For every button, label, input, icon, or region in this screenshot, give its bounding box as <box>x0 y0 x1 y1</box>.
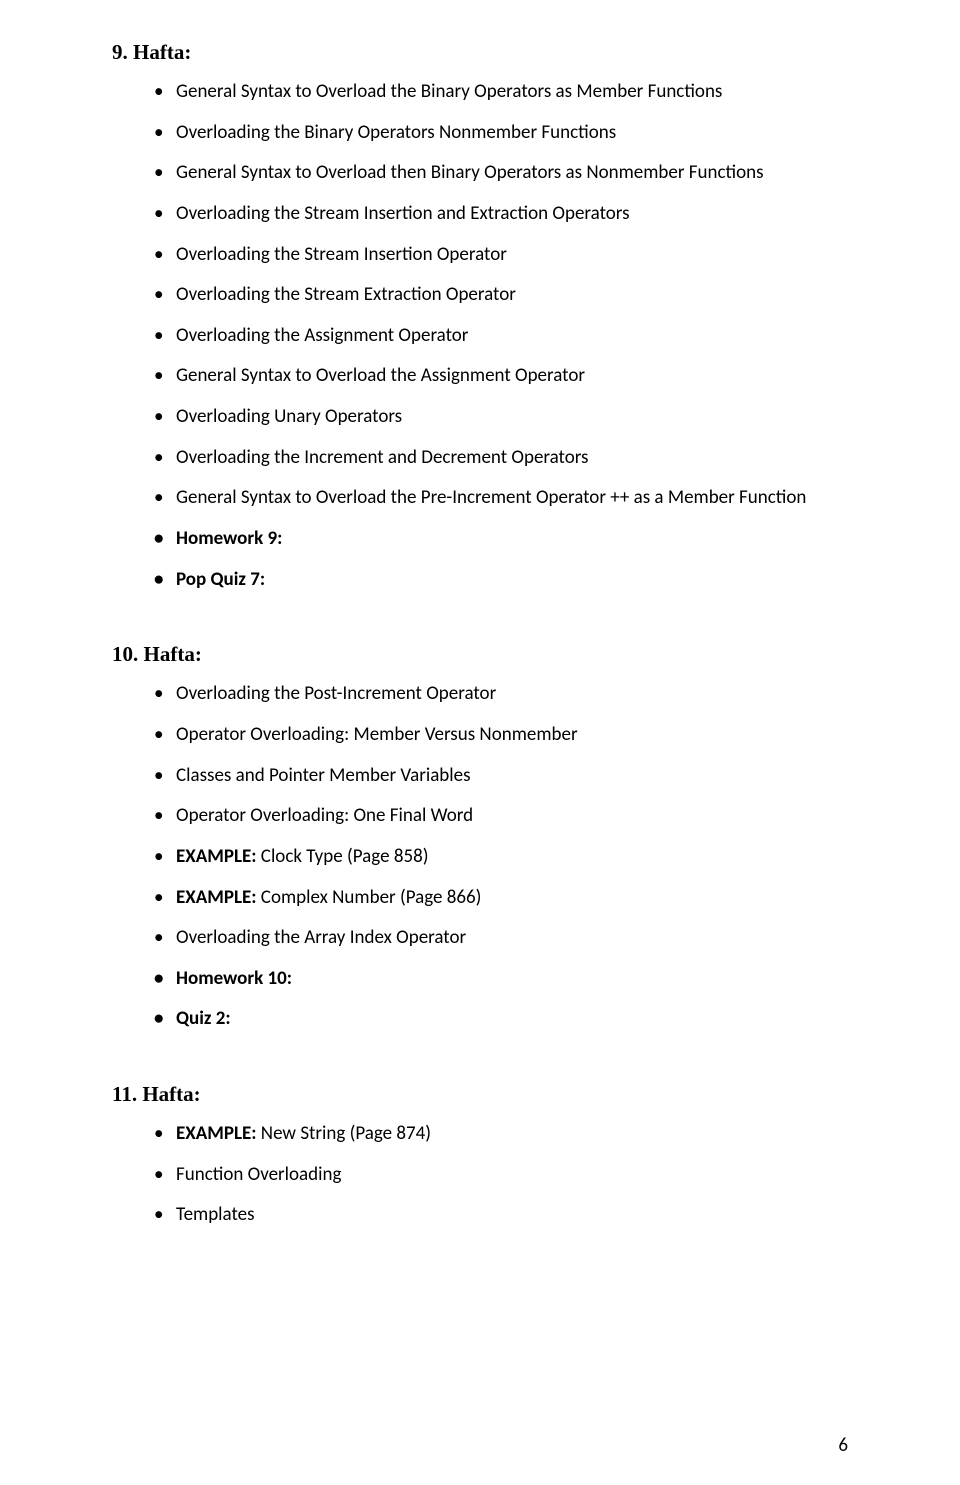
list-item: General Syntax to Overload the Binary Op… <box>154 79 848 105</box>
list-item-homework: Homework 10: <box>154 966 848 992</box>
list-item: Overloading the Stream Extraction Operat… <box>154 282 848 308</box>
list-item: Overloading the Increment and Decrement … <box>154 445 848 471</box>
list-item: Overloading Unary Operators <box>154 404 848 430</box>
list-item: General Syntax to Overload the Assignmen… <box>154 363 848 389</box>
list-item: Overloading the Stream Insertion Operato… <box>154 242 848 268</box>
section-heading-10: 10. Hafta: <box>112 642 848 667</box>
example-rest: New String (Page 874) <box>257 1122 432 1145</box>
example-rest: Clock Type (Page 858) <box>257 845 429 868</box>
list-item-homework: Homework 9: <box>154 526 848 552</box>
list-item: Overloading the Binary Operators Nonmemb… <box>154 120 848 146</box>
list-item: EXAMPLE: Clock Type (Page 858) <box>154 844 848 870</box>
section-11-list: EXAMPLE: New String (Page 874) Function … <box>112 1121 848 1228</box>
list-item: Overloading the Stream Insertion and Ext… <box>154 201 848 227</box>
list-item: EXAMPLE: New String (Page 874) <box>154 1121 848 1147</box>
list-item: Operator Overloading: One Final Word <box>154 803 848 829</box>
list-item: Overloading the Assignment Operator <box>154 323 848 349</box>
list-item: EXAMPLE: Complex Number (Page 866) <box>154 885 848 911</box>
list-item: General Syntax to Overload then Binary O… <box>154 160 848 186</box>
list-item: Overloading the Array Index Operator <box>154 925 848 951</box>
page-number: 6 <box>838 1434 848 1457</box>
list-item: Overloading the Post-Increment Operator <box>154 681 848 707</box>
section-10-list: Overloading the Post-Increment Operator … <box>112 681 848 1032</box>
section-heading-9: 9. Hafta: <box>112 40 848 65</box>
example-label: EXAMPLE: <box>176 886 257 909</box>
example-label: EXAMPLE: <box>176 1122 257 1145</box>
list-item: General Syntax to Overload the Pre-Incre… <box>154 485 848 511</box>
example-rest: Complex Number (Page 866) <box>257 886 482 909</box>
list-item-quiz: Quiz 2: <box>154 1006 848 1032</box>
list-item-popquiz: Pop Quiz 7: <box>154 567 848 593</box>
document-page: 9. Hafta: General Syntax to Overload the… <box>0 0 960 1485</box>
list-item: Operator Overloading: Member Versus Nonm… <box>154 722 848 748</box>
list-item: Classes and Pointer Member Variables <box>154 763 848 789</box>
list-item: Templates <box>154 1202 848 1228</box>
list-item: Function Overloading <box>154 1162 848 1188</box>
section-heading-11: 11. Hafta: <box>112 1082 848 1107</box>
example-label: EXAMPLE: <box>176 845 257 868</box>
section-9-list: General Syntax to Overload the Binary Op… <box>112 79 848 592</box>
